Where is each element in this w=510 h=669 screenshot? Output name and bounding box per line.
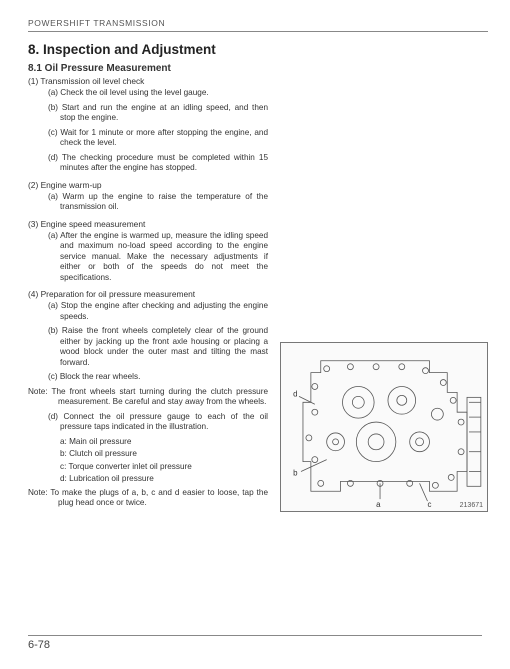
body-column: (1) Transmission oil level check (a) Che… <box>28 76 268 509</box>
step-1d: (d) The checking procedure must be compl… <box>48 153 268 174</box>
figure-label-c: c <box>427 500 431 509</box>
figure-label-b: b <box>293 468 298 477</box>
page-number: 6-78 <box>28 639 50 651</box>
step-1a: (a) Check the oil level using the level … <box>48 88 268 99</box>
step-3a: (a) After the engine is warmed up, measu… <box>48 231 268 284</box>
step-4a: (a) Stop the engine after checking and a… <box>48 301 268 322</box>
section-title: 8. Inspection and Adjustment <box>28 42 488 57</box>
step-3-title: (3) Engine speed measurement <box>28 219 268 229</box>
page-footer: 6-78 <box>28 635 482 651</box>
step-4d-a: a: Main oil pressure <box>60 437 268 448</box>
transmission-figure: d b a c 213671 <box>280 342 488 512</box>
step-4d-b: b: Clutch oil pressure <box>60 449 268 460</box>
transmission-svg: d b a c <box>281 343 487 511</box>
step-4d-c: c: Torque converter inlet oil pressure <box>60 462 268 473</box>
step-4c: (c) Block the rear wheels. <box>48 372 268 383</box>
figure-number: 213671 <box>460 502 483 509</box>
subsection-title: 8.1 Oil Pressure Measurement <box>28 63 488 74</box>
step-2a: (a) Warm up the engine to raise the temp… <box>48 192 268 213</box>
figure-label-a: a <box>376 500 381 509</box>
step-4d-d: d: Lubrication oil pressure <box>60 474 268 485</box>
step-2-title: (2) Engine warm-up <box>28 180 268 190</box>
note-1: Note: The front wheels start turning dur… <box>28 387 268 408</box>
step-1-title: (1) Transmission oil level check <box>28 76 268 86</box>
page-header: POWERSHIFT TRANSMISSION <box>28 18 488 32</box>
note-2: Note: To make the plugs of a, b, c and d… <box>28 488 268 509</box>
step-4d: (d) Connect the oil pressure gauge to ea… <box>48 412 268 433</box>
step-4b: (b) Raise the front wheels completely cl… <box>48 326 268 368</box>
page: POWERSHIFT TRANSMISSION 8. Inspection an… <box>0 0 510 669</box>
step-1c: (c) Wait for 1 minute or more after stop… <box>48 128 268 149</box>
figure-label-d: d <box>293 389 297 398</box>
step-1b: (b) Start and run the engine at an idlin… <box>48 103 268 124</box>
step-4-title: (4) Preparation for oil pressure measure… <box>28 289 268 299</box>
